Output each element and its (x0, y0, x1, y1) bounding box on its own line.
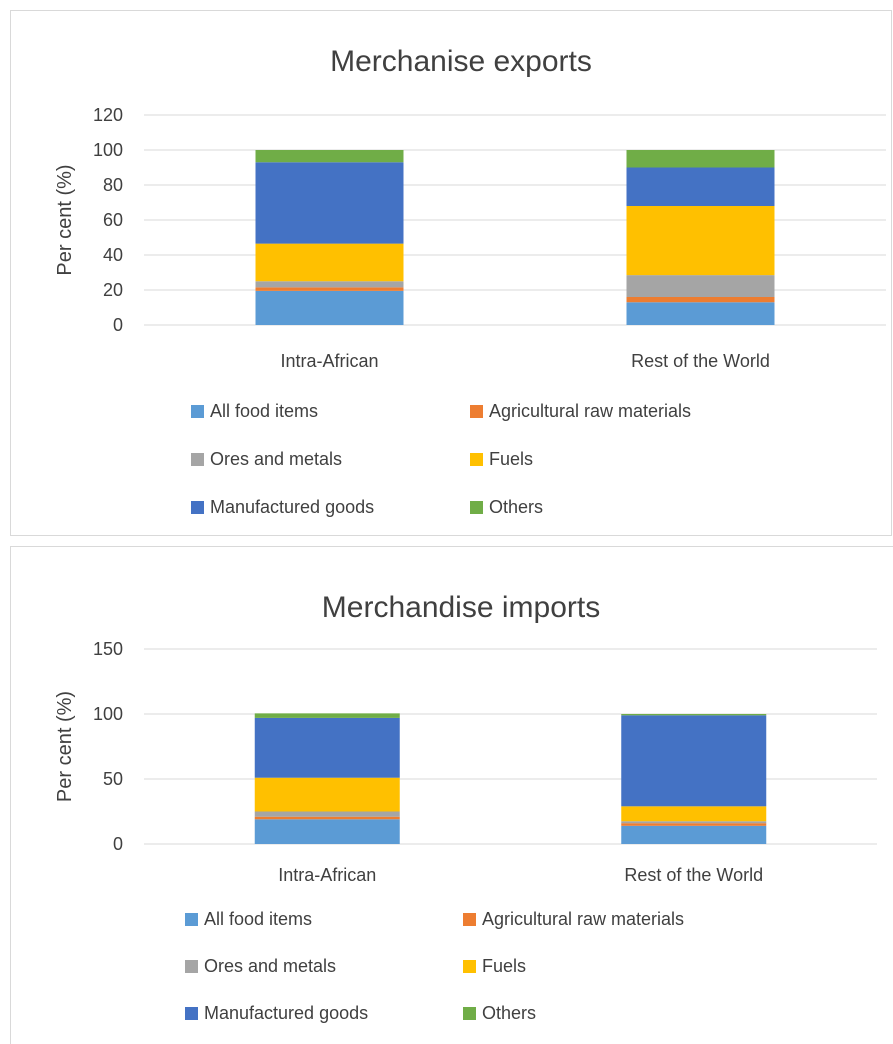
legend-label: Others (489, 497, 543, 517)
y-tick-label: 60 (103, 210, 123, 230)
bar-segment (626, 150, 775, 168)
legend-label: Agricultural raw materials (482, 909, 684, 929)
legend-label: Ores and metals (204, 956, 336, 976)
legend-label: Others (482, 1003, 536, 1023)
y-axis-label: Per cent (%) (54, 164, 76, 275)
bar-segment (626, 275, 775, 297)
legend-swatch (463, 913, 476, 926)
bar-segment (254, 819, 400, 844)
bar-segment (626, 302, 775, 325)
y-tick-label: 20 (103, 280, 123, 300)
x-category-label: Intra-African (280, 351, 378, 371)
bar-segment (626, 297, 775, 303)
imports-chart-panel: Merchandise imports 0 50 100 150 Per cent (%)… (10, 546, 893, 1044)
bar-segment (626, 206, 775, 276)
bar-segment (621, 714, 767, 716)
legend-swatch (185, 1007, 198, 1020)
legend-swatch (191, 453, 204, 466)
y-tick-label: 100 (93, 140, 123, 160)
y-axis-label: Per cent (%) (54, 691, 76, 802)
y-tick-label: 0 (113, 834, 123, 854)
y-tick-label: 50 (103, 769, 123, 789)
legend-swatch (463, 1007, 476, 1020)
legend-swatch (191, 501, 204, 514)
bar-segment (621, 715, 767, 807)
y-tick-label: 80 (103, 175, 123, 195)
legend-swatch (470, 453, 483, 466)
legend-swatch (470, 405, 483, 418)
y-tick-label: 40 (103, 245, 123, 265)
bar-segment (255, 162, 404, 244)
bar-segment (255, 281, 404, 288)
bar-segment (254, 713, 400, 718)
legend-label: Manufactured goods (204, 1003, 368, 1023)
x-category-label: Rest of the World (624, 865, 763, 885)
bar-segment (255, 150, 404, 163)
legend-label: Fuels (482, 956, 526, 976)
legend-label: Fuels (489, 449, 533, 469)
bar-segment (254, 717, 400, 778)
legend-swatch (191, 405, 204, 418)
legend-swatch (463, 960, 476, 973)
bar-segment (255, 287, 404, 291)
legend-label: Ores and metals (210, 449, 342, 469)
y-tick-label: 0 (113, 315, 123, 335)
bar-segment (254, 816, 400, 820)
legend-label: Manufactured goods (210, 497, 374, 517)
x-category-label: Intra-African (278, 865, 376, 885)
x-category-label: Rest of the World (631, 351, 770, 371)
legend-label: All food items (210, 401, 318, 421)
bar-segment (254, 811, 400, 817)
exports-chart-svg: Merchanise exports 0 20 40 60 80 100 120 Per cen… (54, 45, 886, 517)
chart-title: Merchanise exports (330, 45, 592, 78)
bar-segment (254, 777, 400, 812)
exports-chart-panel: Merchanise exports 0 20 40 60 80 100 120 Per cen… (10, 10, 892, 536)
bar-segment (621, 821, 767, 824)
bar-segment (255, 243, 404, 282)
legend-swatch (470, 501, 483, 514)
imports-chart-svg: Merchandise imports 0 50 100 150 Per cent (%)… (54, 591, 877, 1023)
chart-title: Merchandise imports (322, 591, 600, 624)
bar-segment (626, 167, 775, 206)
legend-label: Agricultural raw materials (489, 401, 691, 421)
legend-swatch (185, 913, 198, 926)
y-tick-label: 150 (93, 639, 123, 659)
bar-segment (621, 823, 767, 826)
bar-segment (255, 290, 404, 325)
y-tick-label: 100 (93, 704, 123, 724)
legend-swatch (185, 960, 198, 973)
legend-label: All food items (204, 909, 312, 929)
bar-segment (621, 806, 767, 822)
y-tick-label: 120 (93, 105, 123, 125)
bar-segment (621, 825, 767, 844)
